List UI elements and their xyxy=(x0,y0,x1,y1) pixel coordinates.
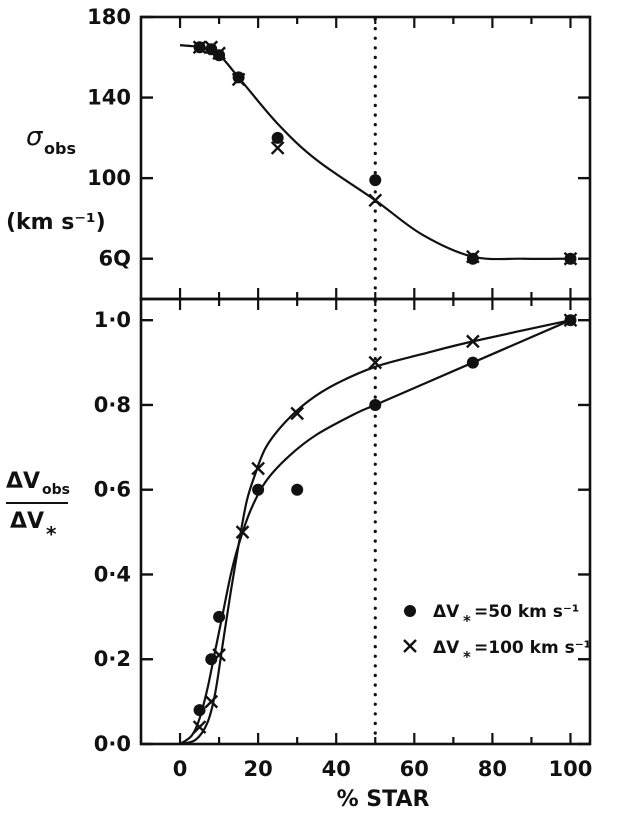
cross-stroke xyxy=(235,525,250,539)
data-point-cross xyxy=(192,720,207,734)
data-point-dot xyxy=(271,131,284,144)
x-tick-group xyxy=(178,17,572,299)
plot-frame xyxy=(139,15,592,301)
data-point-cross xyxy=(231,72,246,87)
y-tick-label: 100 xyxy=(87,166,131,190)
cross-stroke xyxy=(563,313,578,328)
x-tick-label: 100 xyxy=(549,757,593,781)
data-point-dot xyxy=(252,483,265,496)
legend-cross-marker xyxy=(403,639,417,653)
data-point-cross xyxy=(204,40,219,55)
cross-stroke xyxy=(204,40,219,55)
legend-entry-cross-subscript: * xyxy=(463,648,471,666)
cross-stroke xyxy=(212,648,226,662)
y-tick-label: 1·0 xyxy=(94,308,131,332)
legend-entry-dot-symbol: ΔV xyxy=(433,602,460,622)
y-tick-label: 6Q xyxy=(99,247,131,271)
data-point-cross xyxy=(368,355,383,370)
cross-stroke xyxy=(231,72,246,87)
y-tick-group: 6Q 100 140 180 xyxy=(87,5,590,271)
data-point-cross xyxy=(368,193,383,208)
x-tick-group: 0 20 40 60 80 100 xyxy=(173,299,593,781)
data-point-cross xyxy=(466,249,480,264)
cross-stroke xyxy=(212,46,226,61)
data-point-dot xyxy=(369,398,382,411)
cross-stroke xyxy=(563,251,578,266)
y-axis-label-subscript: obs xyxy=(44,139,76,158)
legend-entry-dot-value: =50 km s⁻¹ xyxy=(474,602,579,622)
data-point-dot xyxy=(193,704,206,717)
y-axis-label-unit: (km s⁻¹) xyxy=(6,210,106,235)
cross-stroke xyxy=(270,141,285,155)
panel-velocity-ratio: 0·0 0·2 0·4 0·6 0·8 1·0 0 20 40 60 80 100 ΔV obs Δ… xyxy=(6,297,593,812)
cross-stroke xyxy=(290,406,305,421)
data-point-dot xyxy=(213,610,226,623)
y-tick-label: 0·0 xyxy=(94,732,131,756)
mark-group xyxy=(179,299,578,746)
data-point-cross xyxy=(270,141,285,155)
data-point-cross xyxy=(466,334,480,349)
data-point-cross xyxy=(251,461,265,476)
data-point-cross xyxy=(212,46,226,61)
x-tick-label: 60 xyxy=(400,757,429,781)
x-tick-label: 80 xyxy=(478,757,507,781)
data-point-dot xyxy=(291,483,304,496)
x-tick-label: 20 xyxy=(244,757,273,781)
y-tick-label: 0·8 xyxy=(94,393,131,417)
cross-stroke xyxy=(192,40,207,55)
panel-velocity-dispersion: 6Q 100 140 180 σ obs (km s⁻¹) xyxy=(6,5,592,301)
x-axis-label: % STAR xyxy=(337,787,430,812)
plot-frame xyxy=(139,297,592,746)
y-axis-label-numerator-subscript: obs xyxy=(42,482,70,498)
cross-stroke xyxy=(466,334,480,349)
legend-dot-marker xyxy=(404,605,416,617)
legend-entry-cross-symbol: ΔV xyxy=(433,638,460,658)
data-point-cross xyxy=(212,648,226,662)
data-point-cross xyxy=(235,525,250,539)
y-tick-label: 0·4 xyxy=(94,562,131,586)
legend-entry-dot-subscript: * xyxy=(463,612,471,630)
data-point-dot xyxy=(466,252,479,265)
data-point-cross xyxy=(290,406,305,421)
cross-stroke xyxy=(466,249,480,264)
data-point-dot xyxy=(205,653,218,666)
data-point-dot xyxy=(466,356,479,369)
y-tick-label: 0·2 xyxy=(94,647,131,671)
data-point-dot xyxy=(369,174,382,187)
y-tick-label: 0·6 xyxy=(94,478,131,502)
mark-group xyxy=(179,17,578,299)
x-tick-label: 40 xyxy=(322,757,351,781)
legend-entry-cross-value: =100 km s⁻¹ xyxy=(474,638,591,658)
y-tick-group: 0·0 0·2 0·4 0·6 0·8 1·0 xyxy=(94,308,590,756)
data-point-cross xyxy=(563,251,578,266)
x-tick-label: 0 xyxy=(173,757,188,781)
cross-stroke xyxy=(368,355,383,370)
data-point-cross xyxy=(563,313,578,328)
y-axis-label-numerator: ΔV xyxy=(6,469,40,494)
y-axis-label-symbol: σ xyxy=(26,122,44,152)
cross-stroke xyxy=(251,461,265,476)
y-tick-label: 180 xyxy=(87,5,131,29)
fit-curve-lead xyxy=(179,44,192,48)
cross-stroke xyxy=(204,694,219,709)
y-axis-label-denominator-subscript: * xyxy=(46,522,57,546)
legend: ΔV * =50 km s⁻¹ ΔV * =100 km s⁻¹ xyxy=(403,602,591,666)
data-point-dot xyxy=(232,71,245,84)
y-tick-label: 140 xyxy=(87,86,131,110)
cross-stroke xyxy=(192,720,207,734)
cross-stroke xyxy=(368,193,383,208)
data-point-cross xyxy=(204,694,219,709)
data-point-cross xyxy=(192,40,207,55)
y-axis-label-denominator: ΔV xyxy=(10,509,44,534)
